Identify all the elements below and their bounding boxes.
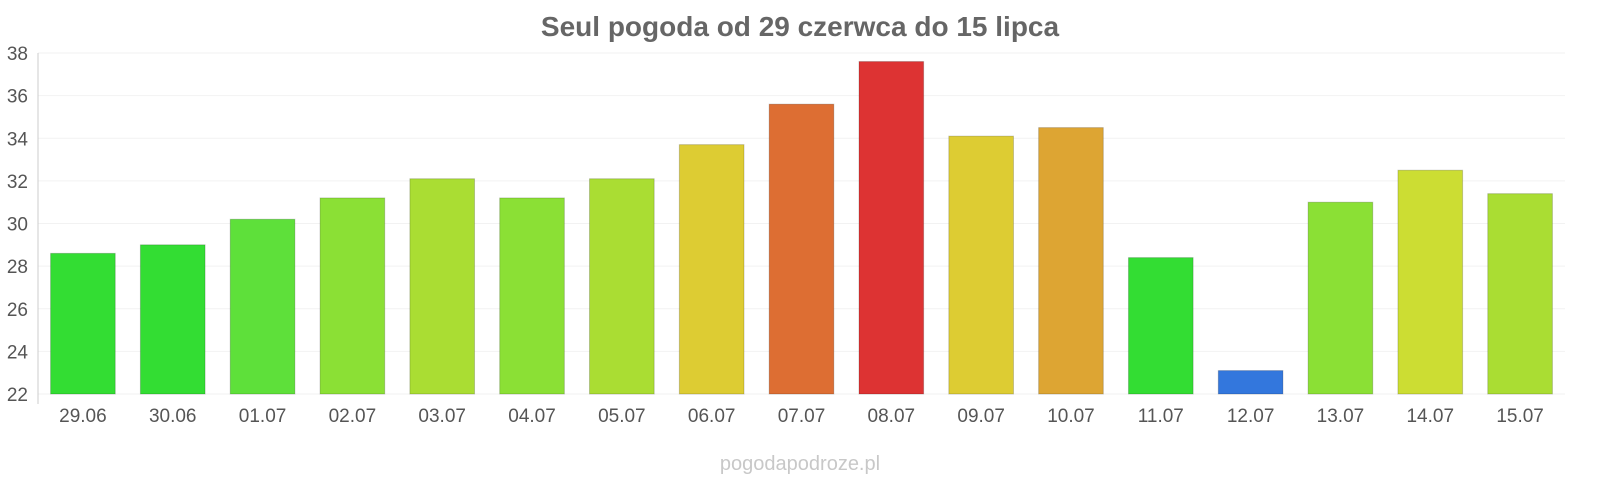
x-tick-label: 13.07	[1317, 406, 1365, 427]
bar	[1038, 127, 1104, 395]
y-tick-label: 28	[7, 257, 28, 278]
x-tick-label: 11.07	[1138, 406, 1184, 427]
x-tick-label: 15.07	[1496, 406, 1544, 427]
x-tick-label: 09.07	[957, 406, 1005, 427]
chart-title: Seul pogoda od 29 czerwca do 15 lipca	[541, 11, 1060, 42]
bar	[1397, 169, 1464, 395]
bar	[948, 135, 1014, 395]
x-tick-labels: 29.06 30.06 01.07 02.07 03.07 04.07 05.07 06.07…	[59, 406, 1544, 427]
y-tick-label: 38	[7, 44, 28, 65]
bar	[409, 178, 476, 395]
bar	[1127, 257, 1194, 395]
watermark: pogodapodroze.pl	[720, 453, 880, 475]
y-tick-label: 30	[7, 215, 28, 236]
x-tick-label: 01.07	[239, 406, 287, 427]
x-tick-label: 07.07	[778, 406, 826, 427]
bar	[319, 197, 386, 395]
x-tick-label: 03.07	[418, 406, 466, 427]
bar	[589, 178, 655, 395]
y-tick-labels: 22 24 26 28 30 32 34 36 38	[7, 44, 29, 406]
y-tick-label: 22	[7, 385, 28, 406]
bar	[229, 218, 296, 395]
x-tick-label: 10.07	[1047, 406, 1095, 427]
bar	[1487, 193, 1553, 395]
bars	[50, 61, 1553, 395]
x-tick-label: 29.06	[59, 406, 107, 427]
bar	[768, 103, 835, 395]
bar	[858, 61, 925, 395]
x-tick-label: 05.07	[598, 406, 646, 427]
x-tick-label: 08.07	[868, 406, 916, 427]
bar	[678, 144, 745, 395]
bar	[1307, 201, 1374, 395]
x-tick-label: 02.07	[329, 406, 377, 427]
bar	[50, 252, 116, 395]
bar	[499, 197, 565, 395]
bar	[1217, 370, 1284, 395]
x-tick-label: 30.06	[149, 406, 197, 427]
y-tick-label: 36	[7, 87, 28, 108]
x-tick-label: 14.07	[1406, 406, 1454, 427]
bar	[139, 244, 206, 395]
y-tick-label: 24	[7, 342, 29, 363]
y-tick-label: 26	[7, 300, 28, 321]
y-tick-label: 34	[7, 129, 29, 150]
x-tick-label: 04.07	[508, 406, 556, 427]
y-tick-label: 32	[7, 172, 28, 193]
x-tick-label: 12.07	[1227, 406, 1275, 427]
x-tick-label: 06.07	[688, 406, 736, 427]
